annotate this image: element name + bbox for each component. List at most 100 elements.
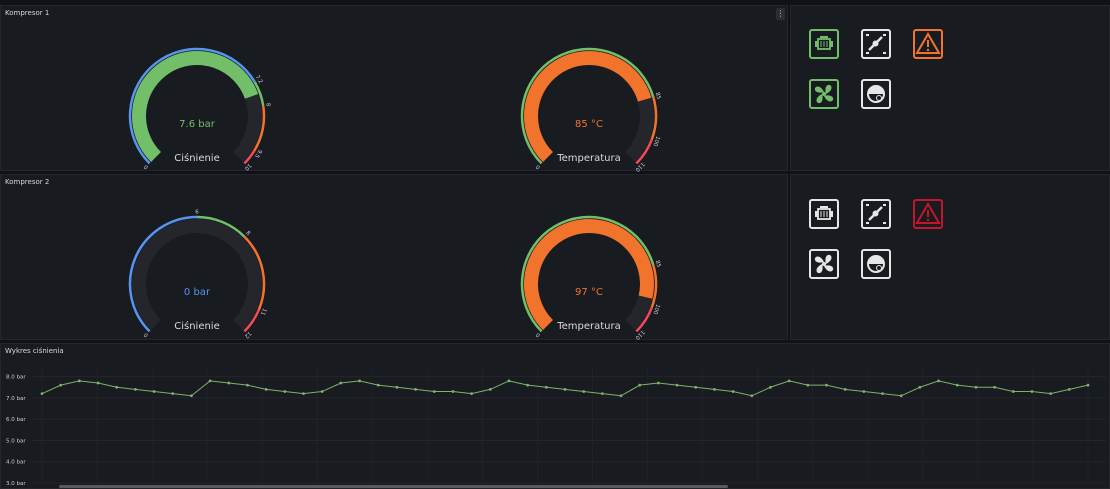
data-point	[432, 390, 436, 393]
status-motor-tile	[809, 199, 839, 229]
data-point	[1049, 392, 1053, 396]
motor-icon	[815, 36, 833, 50]
data-point	[227, 381, 231, 385]
data-point	[1030, 390, 1034, 393]
gauge-tick-label: 8	[264, 103, 271, 108]
panel-status-2	[790, 174, 1110, 340]
valve-icon	[866, 34, 886, 54]
data-point	[1086, 383, 1090, 387]
status-timer-tile	[861, 249, 891, 279]
gauge-value-fill	[524, 51, 652, 162]
data-point	[77, 379, 81, 383]
data-point	[731, 390, 735, 393]
data-point	[246, 383, 249, 387]
data-point	[264, 388, 268, 391]
panel-status-1	[790, 5, 1110, 171]
gauge-tick-label: 0	[535, 331, 542, 338]
gauge-threshold-band	[243, 309, 261, 333]
gauge-tick-label: 0	[143, 163, 150, 170]
gauge-threshold-band	[635, 138, 653, 165]
data-point	[376, 383, 380, 387]
data-point	[899, 394, 903, 398]
timer-icon	[867, 85, 885, 103]
panel-kompresor-2: Kompresor 2	[0, 174, 788, 340]
status-fan-tile	[809, 249, 839, 279]
data-point	[862, 390, 866, 393]
valve-icon	[866, 204, 886, 224]
data-point	[190, 394, 193, 398]
status-valve-tile	[861, 199, 891, 229]
data-point	[825, 383, 828, 387]
panel-pressure-chart: Wykres ciśnienia	[0, 343, 1110, 489]
gauge-label: Ciśnienie	[174, 152, 220, 164]
panel-title: Wykres ciśnienia	[5, 347, 64, 355]
gauge-label: Temperatura	[556, 153, 621, 164]
data-point	[787, 379, 791, 383]
data-point	[339, 381, 343, 385]
data-point	[563, 388, 567, 391]
gauge-threshold-band	[650, 96, 658, 140]
gauge-tick-label: 0	[143, 331, 150, 338]
warning-icon	[915, 202, 941, 224]
gauge-track	[132, 219, 262, 330]
data-point	[656, 381, 660, 385]
data-point	[171, 392, 175, 396]
data-point	[451, 390, 455, 393]
status-timer-tile	[861, 79, 891, 109]
data-point	[675, 383, 679, 387]
data-point	[881, 392, 884, 396]
gauge-tick-label: 100	[651, 303, 660, 315]
gauge-tick-label: 10	[243, 162, 253, 172]
data-point	[806, 383, 810, 387]
status-motor-tile	[809, 29, 839, 59]
data-point	[769, 385, 772, 389]
gauge-tick-label: 0	[535, 163, 542, 170]
y-tick-label: 3.0 bar	[6, 481, 26, 487]
motor-icon	[815, 206, 833, 220]
horizontal-scrollbar[interactable]	[59, 485, 728, 488]
data-point	[208, 379, 212, 383]
y-tick-label: 5.0 bar	[6, 438, 26, 444]
gauge-threshold-band	[650, 264, 658, 308]
data-point	[283, 390, 287, 393]
gauge-label: Temperatura	[556, 321, 621, 332]
gauge-tick-label: 8	[244, 230, 251, 237]
y-tick-label: 7.0 bar	[6, 396, 26, 402]
data-point	[993, 385, 997, 389]
gauge-k1-pressure: 7.6 bar Ciśnienie 0 7.2 8 9.510	[128, 47, 271, 172]
gauge-tick-label: 6	[195, 210, 199, 216]
data-point	[96, 381, 100, 385]
data-point	[937, 379, 940, 383]
gauge-tick-label: 7.2	[254, 74, 264, 85]
data-point	[302, 392, 305, 396]
data-point	[1011, 390, 1015, 393]
data-point	[40, 392, 44, 396]
gauge-threshold-band	[520, 47, 655, 165]
data-point	[1067, 388, 1071, 391]
status-warning-tile	[913, 29, 943, 59]
data-point	[526, 383, 530, 387]
gauge-threshold-band	[128, 47, 256, 165]
gauge-threshold-band	[243, 235, 266, 311]
data-point	[507, 379, 511, 383]
data-point	[358, 379, 361, 383]
data-point	[955, 383, 959, 387]
data-point	[320, 390, 324, 393]
gauge-tick-label: 11	[259, 307, 267, 316]
data-point	[133, 388, 137, 391]
panel-menu-button[interactable]: ⋮	[776, 8, 785, 20]
data-point	[488, 388, 492, 391]
gauge-value-fill	[132, 51, 259, 162]
data-point	[638, 383, 642, 387]
panel-title: Kompresor 1	[5, 9, 50, 17]
gauge-tick-label: 12	[243, 330, 252, 339]
y-tick-label: 8.0 bar	[6, 375, 26, 381]
gauge-threshold-band	[253, 81, 265, 106]
gauge-tick-label: 85	[654, 260, 662, 269]
data-point	[918, 385, 922, 389]
gauge-value: 85 °C	[575, 119, 603, 130]
data-point	[750, 394, 754, 398]
